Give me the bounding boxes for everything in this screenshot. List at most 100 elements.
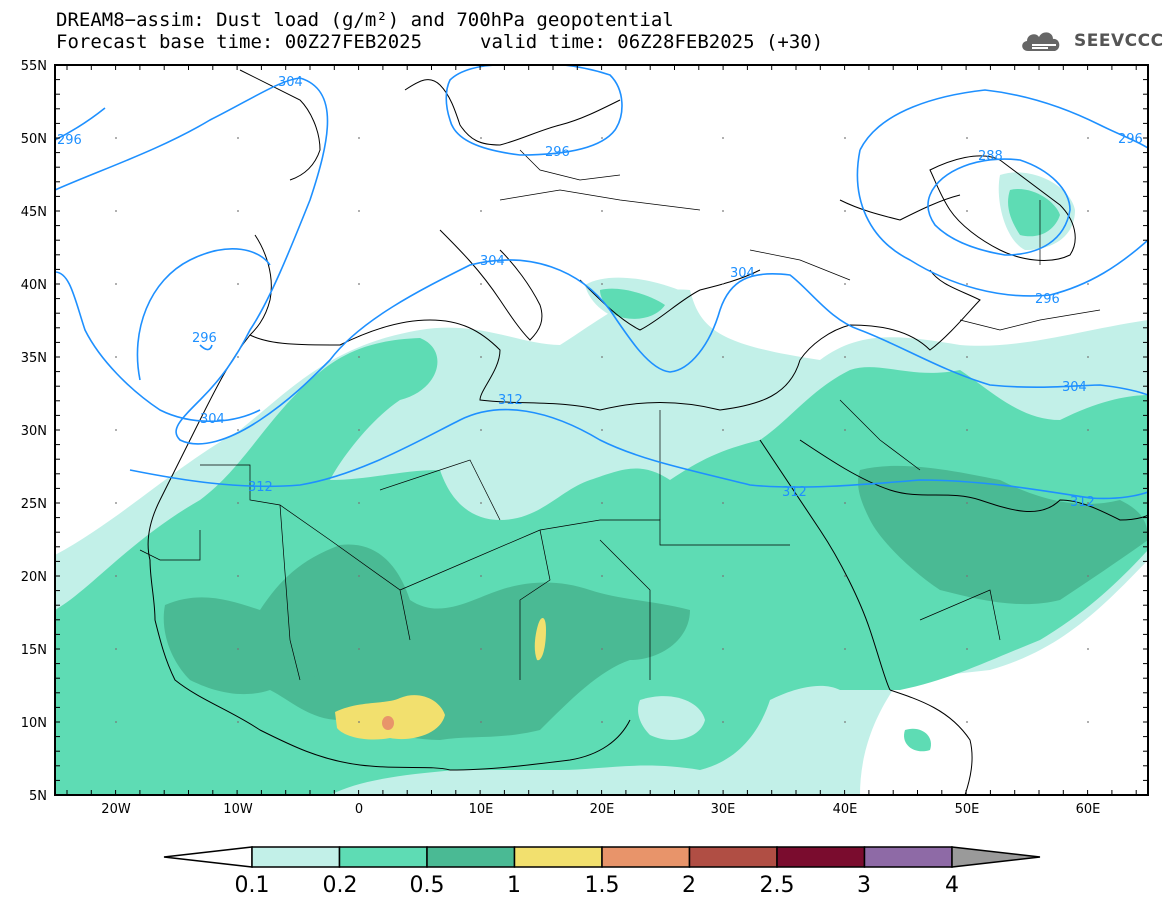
graticule-dot [1087, 210, 1089, 212]
country-borders [139, 149, 1101, 681]
graticule-dot [722, 283, 724, 285]
colorbar-label: 2 [682, 873, 696, 898]
colorbar-label: 0.5 [410, 873, 445, 898]
colorbar-label: 0.1 [235, 873, 270, 898]
graticule-dot [601, 429, 603, 431]
graticule-dot [237, 575, 239, 577]
graticule-dot [480, 429, 482, 431]
graticule [115, 137, 1089, 723]
contour-label: 304 [278, 75, 303, 90]
lat-label: 45N [21, 205, 47, 220]
dust-level-1.5 [382, 716, 394, 730]
lat-label: 40N [21, 278, 47, 293]
graticule-dot [722, 137, 724, 139]
graticule-dot [480, 721, 482, 723]
colorbar-swatch [688, 846, 778, 868]
graticule-dot [601, 575, 603, 577]
graticule-dot [115, 356, 117, 358]
graticule-dot [844, 648, 846, 650]
graticule-dot [722, 575, 724, 577]
lon-label: 0 [355, 802, 363, 817]
graticule-dot [237, 356, 239, 358]
graticule-dot [966, 648, 968, 650]
graticule-dot [358, 721, 360, 723]
lon-label: 60E [1076, 802, 1101, 817]
graticule-dot [844, 429, 846, 431]
graticule-dot [1087, 429, 1089, 431]
graticule-dot [1087, 721, 1089, 723]
cloud-icon [1022, 32, 1060, 51]
colorbar-swatch [426, 846, 516, 868]
graticule-dot [844, 356, 846, 358]
coastlines [147, 69, 1148, 795]
graticule-dot [601, 283, 603, 285]
graticule-dot [480, 648, 482, 650]
graticule-dot [966, 721, 968, 723]
contour-label: 296 [57, 133, 82, 148]
graticule-dot [358, 429, 360, 431]
lat-labels: 55N 50N 45N 40N 35N 30N 25N 20N 15N 10N … [21, 59, 47, 804]
graticule-dot [966, 429, 968, 431]
colorbar-label: 3 [857, 873, 871, 898]
graticule-dot [358, 356, 360, 358]
graticule-dot [115, 721, 117, 723]
lon-labels: 20W 10W 0 10E 20E 30E 40E 50E 60E [101, 802, 1100, 817]
graticule-dot [722, 210, 724, 212]
colorbar-swatch [513, 846, 603, 868]
graticule-dot [115, 210, 117, 212]
graticule-dot [966, 575, 968, 577]
graticule-dot [844, 575, 846, 577]
graticule-dot [966, 210, 968, 212]
seevccc-logo: SEEVCCC [1018, 26, 1164, 56]
contour-label: 304 [730, 266, 755, 281]
graticule-dot [966, 502, 968, 504]
colorbar-low-arrow [163, 846, 253, 868]
graticule-dot [237, 648, 239, 650]
graticule-dot [115, 137, 117, 139]
graticule-dot [966, 356, 968, 358]
colorbar-label: 2.5 [760, 873, 795, 898]
lon-label: 30E [711, 802, 736, 817]
graticule-dot [358, 283, 360, 285]
lon-label: 10W [223, 802, 253, 817]
graticule-dot [601, 721, 603, 723]
lat-label: 15N [21, 643, 47, 658]
lat-label: 25N [21, 497, 47, 512]
graticule-dot [358, 648, 360, 650]
graticule-dot [1087, 356, 1089, 358]
graticule-dot [722, 721, 724, 723]
map-title: DREAM8−assim: Dust load (g/m²) and 700hP… [56, 9, 674, 31]
colorbar-swatch [338, 846, 428, 868]
graticule-dot [601, 356, 603, 358]
lat-label: 5N [29, 789, 47, 804]
lat-label: 50N [21, 132, 47, 147]
contour-label: 304 [480, 254, 505, 269]
lat-label: 20N [21, 570, 47, 585]
colorbar-label: 1 [507, 873, 521, 898]
contour-label: 312 [248, 480, 273, 495]
forecast-base-time: Forecast base time: 00Z27FEB2025 [56, 31, 423, 53]
graticule-dot [480, 575, 482, 577]
graticule-dot [601, 137, 603, 139]
graticule-dot [601, 502, 603, 504]
graticule-dot [358, 137, 360, 139]
graticule-dot [844, 721, 846, 723]
graticule-dot [722, 429, 724, 431]
graticule-dot [237, 137, 239, 139]
lon-label: 20W [101, 802, 131, 817]
contour-label: 296 [545, 145, 570, 160]
valid-time: valid time: 06Z28FEB2025 (+30) [480, 31, 824, 53]
colorbar-swatch [251, 846, 341, 868]
graticule-dot [722, 648, 724, 650]
graticule-dot [1087, 648, 1089, 650]
contour-label: 296 [1118, 132, 1143, 147]
graticule-dot [601, 210, 603, 212]
lat-label: 10N [21, 716, 47, 731]
colorbar-swatch [776, 846, 866, 868]
graticule-dot [115, 648, 117, 650]
logo-text: SEEVCCC [1074, 31, 1164, 51]
colorbar-swatch [601, 846, 691, 868]
colorbar-label: 1.5 [585, 873, 620, 898]
graticule-dot [844, 137, 846, 139]
